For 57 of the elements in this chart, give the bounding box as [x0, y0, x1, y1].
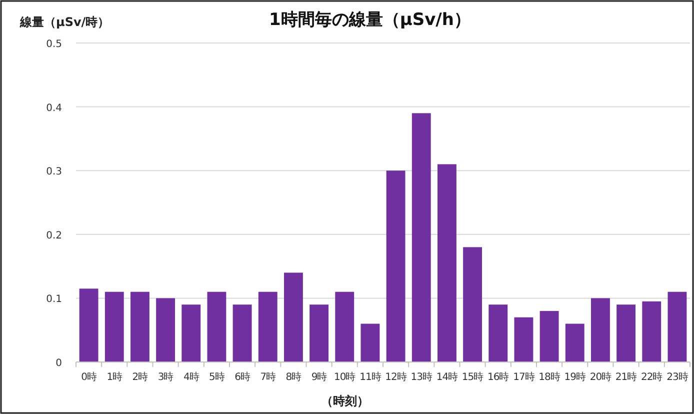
x-tick-label: 7時 — [260, 371, 276, 383]
x-tick-label: 11時 — [360, 371, 382, 383]
x-tick-label: 8時 — [286, 371, 302, 383]
x-tick-label: 4時 — [183, 371, 200, 383]
bar — [412, 113, 431, 362]
bar — [616, 304, 636, 362]
bar — [335, 292, 354, 362]
x-tick-label: 9時 — [311, 371, 328, 383]
bar — [360, 324, 380, 362]
bar — [463, 247, 482, 362]
bar — [668, 292, 687, 362]
bar — [284, 272, 303, 362]
bar — [310, 304, 329, 362]
x-tick-label: 1時 — [106, 371, 123, 383]
bar — [130, 292, 150, 362]
bar — [642, 301, 662, 362]
y-tick-label: 0.1 — [46, 294, 62, 306]
bar — [156, 298, 176, 362]
chart-title: 1時間毎の線量（µSv/h） — [269, 10, 471, 30]
bar — [386, 170, 406, 362]
bar — [104, 292, 124, 362]
x-tick-label: 17時 — [513, 371, 535, 383]
bar — [514, 317, 534, 362]
y-tick-label: 0 — [56, 358, 62, 369]
x-tick-label: 21時 — [615, 371, 638, 383]
x-tick-label: 15時 — [462, 371, 484, 383]
x-tick-label: 10時 — [334, 371, 356, 383]
bar — [540, 310, 559, 362]
x-tick-label: 19時 — [564, 371, 586, 383]
x-tick-label: 14時 — [436, 371, 458, 383]
y-tick-label: 0.5 — [46, 39, 62, 50]
bar — [488, 304, 508, 362]
y-tick-label: 0.4 — [46, 102, 62, 114]
x-tick-label: 2時 — [132, 371, 148, 383]
bar — [590, 298, 610, 362]
y-axis-title: 線量（µSv/時） — [19, 15, 110, 29]
bar — [565, 324, 584, 362]
x-tick-label: 22時 — [641, 371, 663, 383]
x-tick-label: 23時 — [666, 371, 688, 383]
x-tick-label: 20時 — [590, 371, 612, 383]
x-tick-label: 13時 — [410, 371, 432, 383]
x-tick-label: 5時 — [209, 371, 225, 383]
bar — [207, 292, 226, 362]
x-tick-label: 6時 — [234, 371, 250, 383]
x-tick-label: 16時 — [488, 371, 510, 383]
y-tick-label: 0.3 — [46, 166, 62, 178]
x-tick-label: 12時 — [385, 371, 407, 383]
x-tick-label: 3時 — [158, 371, 174, 383]
bar — [437, 164, 456, 362]
bar — [232, 304, 252, 362]
bar — [79, 288, 98, 362]
x-tick-label: 18時 — [538, 371, 560, 383]
x-axis-title: （時刻） — [321, 394, 369, 408]
bar — [258, 292, 278, 362]
bar — [182, 304, 201, 362]
x-tick-label: 0時 — [81, 371, 97, 383]
y-tick-label: 0.2 — [46, 230, 62, 242]
